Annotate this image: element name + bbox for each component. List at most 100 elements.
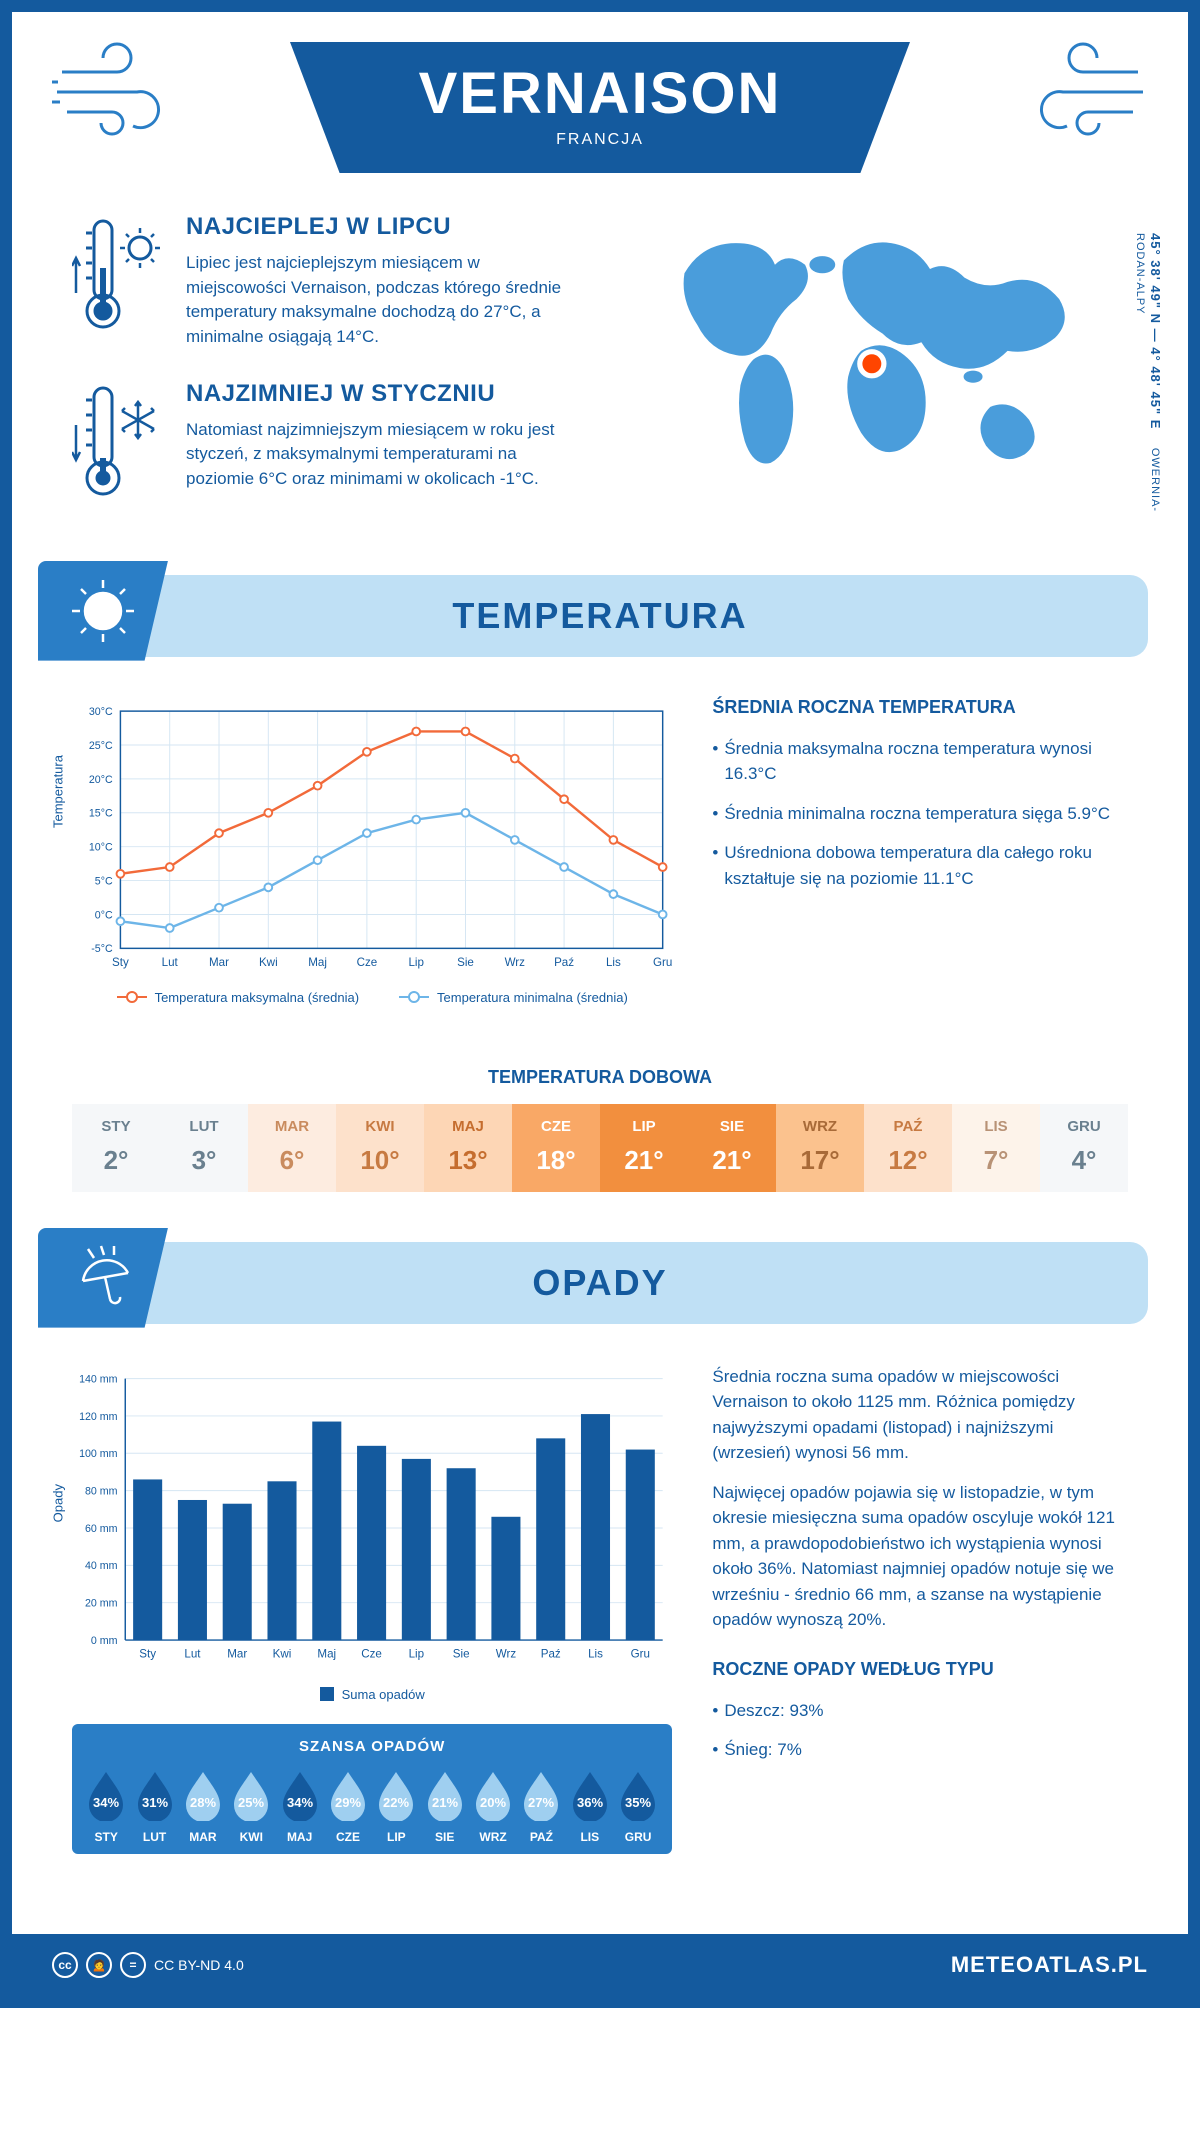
daily-cell: LIP21° bbox=[600, 1104, 688, 1192]
svg-text:Lut: Lut bbox=[184, 1647, 201, 1660]
daily-cell: STY2° bbox=[72, 1104, 160, 1192]
country-name: FRANCJA bbox=[380, 131, 820, 149]
license-text: CC BY-ND 4.0 bbox=[154, 1957, 244, 1973]
svg-text:20%: 20% bbox=[480, 1795, 506, 1810]
thermometer-cold-icon bbox=[72, 380, 162, 505]
chart-legend: Suma opadów bbox=[72, 1687, 672, 1702]
svg-text:Mar: Mar bbox=[209, 955, 229, 968]
temp-bullet: Średnia maksymalna roczna temperatura wy… bbox=[724, 736, 1128, 787]
legend-rain: Suma opadów bbox=[342, 1687, 425, 1702]
rain-chart-section: Opady 0 mm20 mm40 mm60 mm80 mm100 mm120 … bbox=[12, 1324, 1188, 1894]
daily-cell: MAJ13° bbox=[424, 1104, 512, 1192]
daily-cell: CZE18° bbox=[512, 1104, 600, 1192]
rain-bar-chart: Opady 0 mm20 mm40 mm60 mm80 mm100 mm120 … bbox=[72, 1364, 672, 1704]
svg-text:25%: 25% bbox=[238, 1795, 264, 1810]
daily-temp-table: STY2° LUT3° MAR6° KWI10° MAJ13° CZE18° L… bbox=[72, 1104, 1128, 1192]
cold-text: Natomiast najzimniejszym miesiącem w rok… bbox=[186, 418, 580, 492]
svg-text:Kwi: Kwi bbox=[259, 955, 278, 968]
temp-text-title: ŚREDNIA ROCZNA TEMPERATURA bbox=[712, 697, 1128, 718]
hot-text: Lipiec jest najcieplejszym miesiącem w m… bbox=[186, 251, 580, 350]
infographic-frame: VERNAISON FRANCJA bbox=[0, 0, 1200, 2008]
rain-section-header: OPADY bbox=[52, 1242, 1148, 1324]
rain-chance-drop: 22% LIP bbox=[372, 1769, 420, 1844]
svg-text:34%: 34% bbox=[93, 1795, 119, 1810]
chart-legend: Temperatura maksymalna (średnia) Tempera… bbox=[72, 990, 672, 1005]
city-name: VERNAISON bbox=[380, 60, 820, 127]
rain-chance-drop: 36% LIS bbox=[566, 1769, 614, 1844]
svg-text:22%: 22% bbox=[383, 1795, 409, 1810]
rain-chance-drop: 21% SIE bbox=[421, 1769, 469, 1844]
rain-type: Śnieg: 7% bbox=[724, 1737, 802, 1763]
hot-block: NAJCIEPLEJ W LIPCU Lipiec jest najcieple… bbox=[72, 213, 580, 350]
svg-text:Lut: Lut bbox=[162, 955, 179, 968]
temperature-text: ŚREDNIA ROCZNA TEMPERATURA Średnia maksy… bbox=[712, 697, 1128, 1017]
svg-text:Cze: Cze bbox=[357, 955, 378, 968]
legend-max: Temperatura maksymalna (średnia) bbox=[155, 990, 359, 1005]
rain-chance-drop: 20% WRZ bbox=[469, 1769, 517, 1844]
temperature-section-header: TEMPERATURA bbox=[52, 575, 1148, 657]
rain-type: Deszcz: 93% bbox=[724, 1698, 823, 1724]
daily-cell: MAR6° bbox=[248, 1104, 336, 1192]
svg-text:Lip: Lip bbox=[408, 955, 424, 968]
svg-text:-5°C: -5°C bbox=[91, 943, 113, 955]
daily-cell: SIE21° bbox=[688, 1104, 776, 1192]
legend-min: Temperatura minimalna (średnia) bbox=[437, 990, 628, 1005]
svg-text:120 mm: 120 mm bbox=[79, 1410, 118, 1422]
hot-title: NAJCIEPLEJ W LIPCU bbox=[186, 213, 580, 241]
rain-chance-drop: 35% GRU bbox=[614, 1769, 662, 1844]
temperature-line-chart: Temperatura -5°C0°C5°C10°C15°C20°C25°C30… bbox=[72, 697, 672, 1017]
rain-chance-drop: 34% STY bbox=[82, 1769, 130, 1844]
svg-text:Lis: Lis bbox=[588, 1647, 603, 1660]
rain-text: Średnia roczna suma opadów w miejscowośc… bbox=[712, 1364, 1128, 1854]
svg-text:60 mm: 60 mm bbox=[85, 1522, 118, 1534]
nd-icon: = bbox=[120, 1952, 146, 1978]
svg-text:36%: 36% bbox=[577, 1795, 603, 1810]
svg-text:34%: 34% bbox=[287, 1795, 313, 1810]
svg-text:0°C: 0°C bbox=[95, 909, 113, 921]
y-axis-label: Temperatura bbox=[51, 755, 66, 828]
svg-text:Lis: Lis bbox=[606, 955, 621, 968]
sun-icon bbox=[38, 561, 168, 661]
y-axis-label: Opady bbox=[51, 1484, 66, 1522]
daily-cell: LUT3° bbox=[160, 1104, 248, 1192]
rain-chance-drop: 28% MAR bbox=[179, 1769, 227, 1844]
wind-icon bbox=[52, 42, 192, 142]
svg-text:Paź: Paź bbox=[541, 1647, 561, 1660]
svg-text:Sty: Sty bbox=[112, 955, 129, 968]
svg-text:35%: 35% bbox=[625, 1795, 651, 1810]
svg-text:20°C: 20°C bbox=[89, 773, 113, 785]
svg-text:31%: 31% bbox=[142, 1795, 168, 1810]
svg-text:21%: 21% bbox=[432, 1795, 458, 1810]
svg-text:Wrz: Wrz bbox=[496, 1647, 517, 1660]
footer: cc 🙍 = CC BY-ND 4.0 METEOATLAS.PL bbox=[12, 1934, 1188, 1996]
daily-cell: PAŹ12° bbox=[864, 1104, 952, 1192]
header: VERNAISON FRANCJA bbox=[12, 12, 1188, 193]
svg-text:Mar: Mar bbox=[227, 1647, 247, 1660]
svg-text:28%: 28% bbox=[190, 1795, 216, 1810]
svg-text:27%: 27% bbox=[528, 1795, 554, 1810]
svg-text:Sie: Sie bbox=[453, 1647, 470, 1660]
svg-text:100 mm: 100 mm bbox=[79, 1448, 118, 1460]
rain-chance-drop: 31% LUT bbox=[130, 1769, 178, 1844]
daily-cell: GRU4° bbox=[1040, 1104, 1128, 1192]
svg-text:Kwi: Kwi bbox=[273, 1647, 292, 1660]
cold-title: NAJZIMNIEJ W STYCZNIU bbox=[186, 380, 580, 408]
rain-chance-drop: 29% CZE bbox=[324, 1769, 372, 1844]
rain-chance-drop: 34% MAJ bbox=[275, 1769, 323, 1844]
cold-block: NAJZIMNIEJ W STYCZNIU Natomiast najzimni… bbox=[72, 380, 580, 505]
svg-text:29%: 29% bbox=[335, 1795, 361, 1810]
svg-text:Cze: Cze bbox=[361, 1647, 382, 1660]
brand-name: METEOATLAS.PL bbox=[951, 1952, 1148, 1978]
section-title: TEMPERATURA bbox=[52, 595, 1148, 637]
svg-text:Gru: Gru bbox=[631, 1647, 650, 1660]
svg-text:30°C: 30°C bbox=[89, 706, 113, 718]
rain-text-p: Średnia roczna suma opadów w miejscowośc… bbox=[712, 1364, 1128, 1466]
section-title: OPADY bbox=[52, 1262, 1148, 1304]
cc-icon: cc bbox=[52, 1952, 78, 1978]
svg-text:15°C: 15°C bbox=[89, 807, 113, 819]
svg-text:80 mm: 80 mm bbox=[85, 1485, 118, 1497]
rain-chance-drop: 27% PAŹ bbox=[517, 1769, 565, 1844]
temp-bullet: Średnia minimalna roczna temperatura się… bbox=[724, 801, 1110, 827]
svg-text:Wrz: Wrz bbox=[505, 955, 526, 968]
svg-text:10°C: 10°C bbox=[89, 841, 113, 853]
